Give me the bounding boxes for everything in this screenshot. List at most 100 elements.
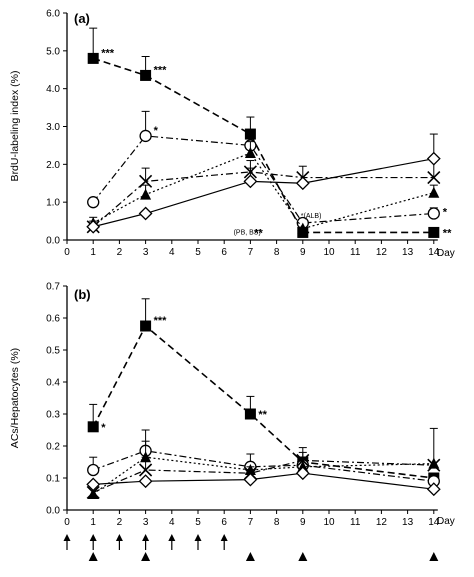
injection-arrow-head [142,534,150,541]
sampling-triangle [298,552,308,561]
panel-a-label: (a) [74,11,90,26]
significance-label: *** [101,47,115,59]
series-line-triangle [92,456,434,495]
x-tick-label: 14 [428,247,440,258]
panel-a-x-axis-label: Day [437,248,455,259]
point-triangle [244,146,256,158]
x-tick-label: 3 [143,517,149,528]
significance-label: (PB, BS) [234,229,261,236]
point-diamond [86,477,101,492]
x-tick-label: 4 [169,247,175,258]
significance-label: ** [258,409,267,421]
x-tick-label: 11 [350,247,361,258]
point-diamond [295,176,310,191]
point-square [87,52,99,64]
point-square [244,128,256,140]
point-cross [427,171,441,185]
y-tick-label: 0.5 [46,346,60,357]
y-tick-label: 0.6 [46,314,60,325]
point-square [87,421,99,433]
x-tick-label: 8 [274,517,280,528]
y-tick-label: 0.4 [46,378,60,389]
series-line-square [92,324,434,479]
y-tick-label: 0.2 [46,442,60,453]
significance-label: *** [154,64,168,76]
y-tick-label: 0.0 [46,236,60,247]
point-diamond [295,466,310,481]
y-tick-label: 0.1 [46,474,60,485]
x-tick-label: 7 [248,517,254,528]
y-tick-label: 5.0 [46,46,60,57]
x-tick-label: 5 [195,517,201,528]
x-tick-label: 12 [376,247,388,258]
y-tick-label: 0.3 [46,410,60,421]
point-square [428,226,440,238]
panel-a-chart: (a) BrdU-labeling index (%) Day 0.0 1.0 2.… [9,9,455,260]
x-tick-label: 10 [323,247,335,258]
point-diamond [138,474,153,489]
point-cross [427,458,441,472]
series-line-circle [92,135,434,224]
x-tick-label: 10 [323,517,335,528]
point-cross [139,463,153,477]
injection-arrow-head [168,534,176,541]
point-square [140,320,152,332]
point-triangle [297,222,309,234]
point-cross [86,485,100,499]
point-circle [87,463,100,477]
significance-label: ** [254,227,263,239]
x-tick-label: 6 [221,517,227,528]
sampling-triangle [245,552,255,561]
x-tick-label: 3 [143,247,149,258]
significance-label: * [443,207,448,219]
x-tick-label: 0 [64,247,70,258]
y-tick-label: 4.0 [46,84,60,95]
x-tick-label: 2 [117,247,123,258]
point-diamond [86,219,101,234]
x-tick-label: 8 [274,247,280,258]
x-tick-label: 2 [117,517,123,528]
y-tick-label: 0.7 [46,282,60,293]
panel-b-chart: (b) ACs/Hepatocytes (%) Day 0.0 0.1 0.2 0.3… [9,282,455,529]
series-line-square [92,57,434,234]
x-tick-label: 6 [221,247,227,258]
point-cross [139,174,153,188]
x-tick-label: 11 [350,517,361,528]
point-diamond [426,151,441,166]
x-tick-label: 1 [90,517,96,528]
y-tick-label: 6.0 [46,9,60,20]
x-tick-label: 0 [64,517,70,528]
point-diamond [426,482,441,497]
injection-arrow-head [194,534,202,541]
x-tick-label: 9 [300,517,306,528]
sampling-triangle [88,552,98,561]
x-tick-label: 14 [428,517,440,528]
point-square [140,69,152,81]
point-circle [139,129,152,143]
y-tick-label: 3.0 [46,122,60,133]
point-circle [427,207,440,220]
point-triangle [428,186,440,198]
panel-b-y-axis-label: ACs/Hepatocytes (%) [9,348,21,448]
significance-label: * [101,422,106,434]
y-tick-label: 0.0 [46,506,60,517]
sampling-triangle [141,552,151,561]
point-circle [87,196,100,209]
x-tick-label: 7 [248,247,254,258]
point-cross [296,453,310,467]
x-tick-label: 12 [376,517,388,528]
significance-label: *** [154,315,168,327]
panel-b-x-axis-label: Day [437,516,455,527]
x-tick-label: 9 [300,247,306,258]
point-diamond [243,174,258,189]
injection-arrow-head [89,534,97,541]
injection-arrow-head [115,534,123,541]
panel-b-label: (b) [74,287,91,302]
point-diamond [243,472,258,487]
injection-arrow-head [63,534,71,541]
panel-a-y-axis-label: BrdU-labeling index (%) [9,71,21,182]
x-tick-label: 13 [402,517,414,528]
series-line-cross [92,171,434,228]
x-tick-label: 4 [169,517,175,528]
